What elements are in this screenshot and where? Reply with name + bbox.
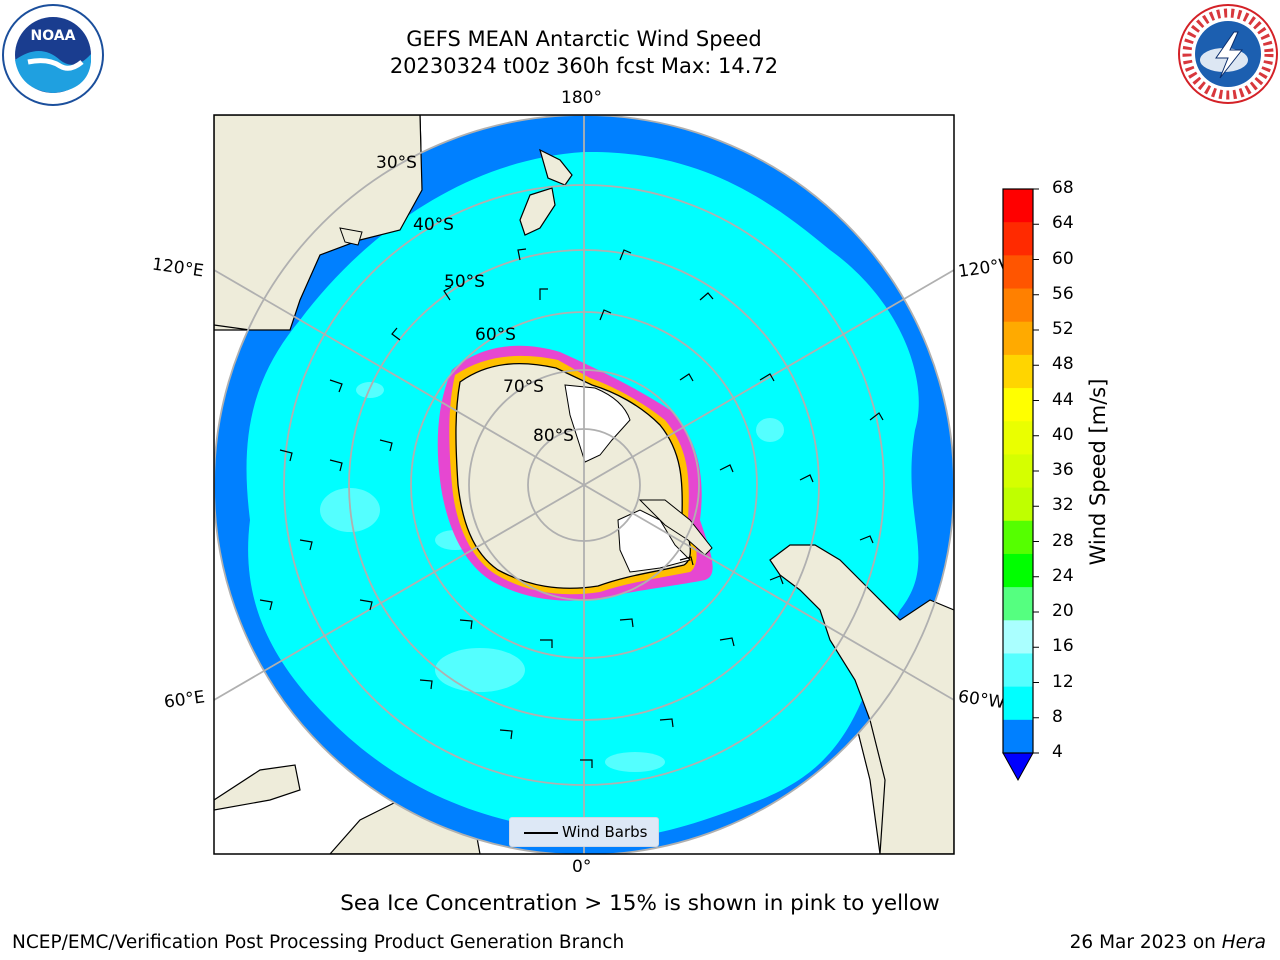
colorbar-segment — [1003, 553, 1033, 588]
lon-label-0: 0° — [572, 857, 592, 877]
legend-label: Wind Barbs — [562, 823, 648, 841]
colorbar-ticks — [1033, 188, 1039, 754]
lat-label-50S: 50°S — [444, 272, 485, 292]
colorbar-tick-label: 68 — [1052, 178, 1074, 198]
colorbar-tick-label: 12 — [1052, 671, 1074, 692]
wind-barbs — [259, 248, 884, 768]
colorbar-segment — [1003, 421, 1033, 455]
footer-date: 26 Mar 2023 on Hera — [1070, 932, 1266, 953]
colorbar-tick-label: 16 — [1052, 636, 1074, 657]
colorbar-segment — [1003, 686, 1033, 721]
ice-shelf-weddell — [617, 509, 691, 573]
graticule — [214, 115, 954, 854]
wind-field-12-16 — [435, 648, 525, 692]
colorbar-segment — [1003, 255, 1033, 290]
footer-host: Hera — [1221, 932, 1266, 953]
colorbar-tick-label: 4 — [1052, 742, 1063, 762]
colorbar-title: Wind Speed [m/s] — [1086, 378, 1110, 566]
colorbar-tick-label: 20 — [1052, 601, 1074, 621]
lat-label-40S: 40°S — [413, 215, 454, 235]
colorbar-tick-label: 64 — [1052, 213, 1074, 234]
lat-label-30S: 30°S — [376, 153, 417, 173]
svg-text:NOAA: NOAA — [31, 28, 76, 44]
land-south-america — [769, 544, 954, 854]
colorbar-segment — [1003, 222, 1033, 256]
land-new-zealand — [519, 148, 573, 236]
colorbar-segment — [1003, 520, 1033, 555]
colorbar-segment — [1003, 620, 1033, 654]
colorbar-tick-label: 28 — [1052, 530, 1074, 551]
map-border — [213, 114, 955, 855]
nws-logo — [1178, 4, 1278, 104]
colorbar-tick-label: 60 — [1052, 248, 1074, 269]
lat-label-80S: 80°S — [533, 426, 574, 446]
wind-barbs-legend: Wind Barbs — [509, 817, 659, 847]
colorbar-segment — [1003, 454, 1033, 489]
colorbar-segment — [1003, 653, 1033, 688]
lat-label-70S: 70°S — [503, 377, 544, 397]
noaa-logo: NOAA — [2, 4, 104, 106]
lon-label-180: 180° — [561, 88, 602, 108]
colorbar-tick-label: 48 — [1052, 354, 1074, 375]
colorbar-tick-label: 8 — [1052, 706, 1063, 727]
colorbar-segment — [1003, 354, 1033, 389]
colorbar-segment — [1003, 321, 1033, 356]
colorbar-tick-label: 40 — [1052, 424, 1074, 445]
colorbar-tick-label: 24 — [1052, 565, 1074, 586]
sea-ice-caption: Sea Ice Concentration > 15% is shown in … — [340, 891, 940, 916]
land-tasmania — [339, 227, 363, 246]
chart-subtitle: 20230324 t00z 360h fcst Max: 14.72 — [389, 54, 779, 78]
colorbar-tick-label: 44 — [1052, 389, 1074, 410]
footer-branch: NCEP/EMC/Verification Post Processing Pr… — [12, 932, 625, 953]
colorbar-segment — [1003, 189, 1033, 223]
lat-label-60S: 60°S — [475, 325, 516, 345]
colorbar-segments — [1003, 189, 1033, 754]
footer-date-text: 26 Mar 2023 on — [1069, 932, 1222, 953]
colorbar-segment — [1003, 388, 1033, 422]
colorbar-tick-label: 52 — [1052, 319, 1074, 339]
colorbar-tick-label: 32 — [1052, 495, 1074, 516]
colorbar-segment — [1003, 487, 1033, 522]
legend-line-swatch — [524, 832, 558, 834]
chart-title: GEFS MEAN Antarctic Wind Speed — [406, 27, 762, 51]
colorbar-tick-label: 56 — [1052, 283, 1074, 304]
colorbar-tick-label: 36 — [1052, 460, 1074, 480]
colorbar-segment — [1003, 719, 1033, 754]
land-antarctic-peninsula — [638, 499, 713, 556]
colorbar-extend-triangle — [1002, 752, 1034, 782]
land-madagascar — [214, 764, 301, 811]
colorbar-segment — [1003, 587, 1033, 621]
colorbar-segment — [1003, 288, 1033, 323]
